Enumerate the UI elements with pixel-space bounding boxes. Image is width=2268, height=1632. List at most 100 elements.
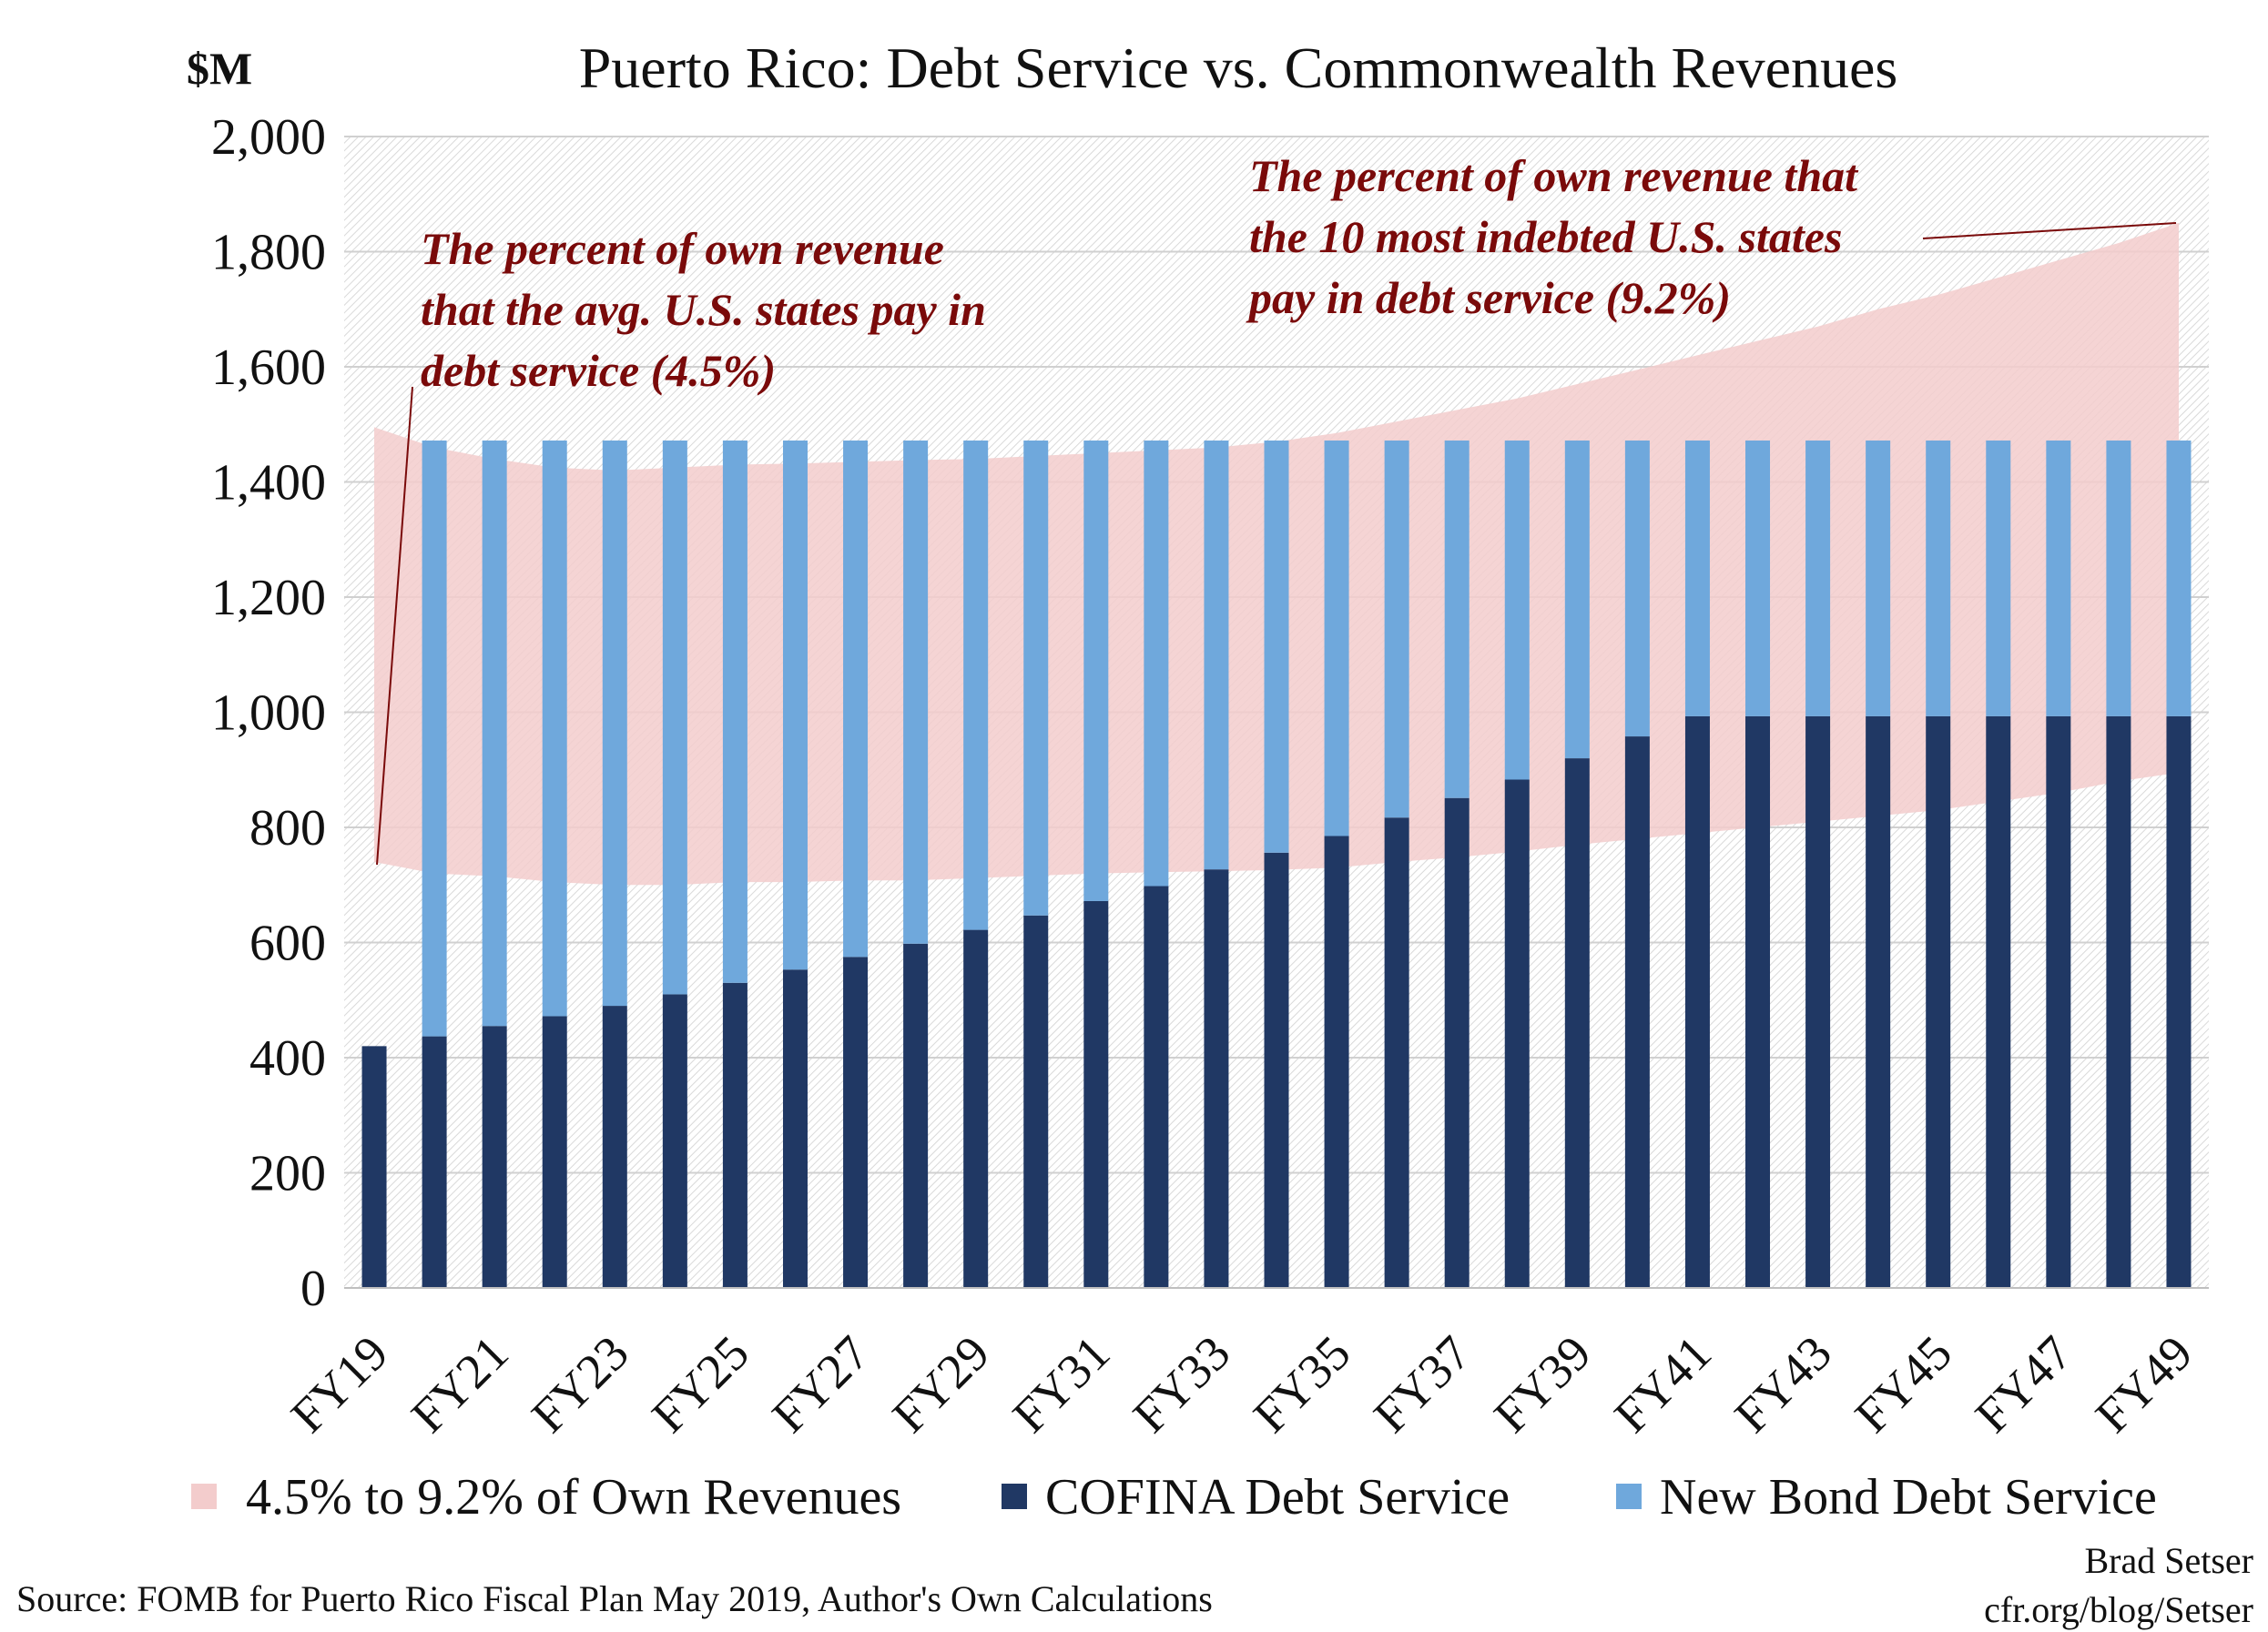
bar-new-bond-FY24: [662, 440, 687, 995]
annotation-leader-line-left: [376, 386, 413, 866]
x-tick-label: FY47: [1965, 1325, 2082, 1443]
bar-cofina-FY39: [1564, 758, 1590, 1288]
bar-new-bond-FY21: [482, 440, 507, 1027]
bar-cofina-FY42: [1745, 715, 1771, 1288]
bar-new-bond-FY26: [782, 440, 808, 970]
bar-cofina-FY49: [2166, 715, 2192, 1288]
bar-new-bond-FY42: [1745, 440, 1771, 716]
bar-new-bond-FY33: [1204, 440, 1229, 870]
bar-cofina-FY28: [903, 943, 929, 1288]
bar-new-bond-FY37: [1444, 440, 1470, 798]
bar-cofina-FY44: [1866, 715, 1891, 1288]
bar-cofina-FY19: [361, 1046, 387, 1288]
annotation-average-states: The percent of own revenue that the avg.…: [376, 223, 986, 866]
bar-new-bond-FY36: [1384, 440, 1409, 818]
bar-new-bond-FY48: [2106, 440, 2131, 716]
bar-cofina-FY37: [1444, 797, 1470, 1288]
annotation-left-line-3: debt service (4.5%): [421, 345, 776, 396]
bar-new-bond-FY23: [602, 440, 627, 1007]
y-tick-label: 2,000: [211, 109, 326, 166]
bar-cofina-FY29: [963, 929, 989, 1288]
bar-cofina-FY25: [722, 982, 748, 1288]
legend-label-cofina: COFINA Debt Service: [1045, 1469, 1510, 1526]
bars: [361, 440, 2192, 1288]
bar-cofina-FY45: [1926, 715, 1951, 1288]
bar-cofina-FY22: [542, 1016, 567, 1288]
bar-cofina-FY46: [1986, 715, 2011, 1288]
bar-cofina-FY26: [782, 969, 808, 1288]
x-tick-label: FY23: [521, 1325, 638, 1443]
y-tick-label: 1,800: [211, 225, 326, 281]
bar-cofina-FY30: [1023, 915, 1049, 1288]
legend: 4.5% to 9.2% of Own Revenues COFINA Debt…: [191, 1469, 2157, 1526]
bar-new-bond-FY29: [963, 440, 989, 930]
legend-label-band: 4.5% to 9.2% of Own Revenues: [246, 1469, 901, 1526]
x-tick-label: FY49: [2085, 1325, 2202, 1443]
y-tick-label: 400: [249, 1030, 326, 1087]
bar-new-bond-FY34: [1264, 440, 1289, 853]
bar-cofina-FY43: [1805, 715, 1831, 1288]
x-tick-label: FY19: [280, 1325, 398, 1443]
bar-cofina-FY23: [602, 1006, 627, 1288]
x-tick-label: FY21: [401, 1325, 518, 1443]
annotation-right-line-2: the 10 most indebted U.S. states: [1249, 211, 1842, 262]
bar-new-bond-FY44: [1866, 440, 1891, 716]
bar-new-bond-FY40: [1624, 440, 1650, 737]
x-tick-label: FY41: [1604, 1325, 1722, 1443]
bar-new-bond-FY43: [1805, 440, 1831, 716]
bar-cofina-FY40: [1624, 736, 1650, 1288]
bar-new-bond-FY27: [843, 440, 869, 958]
bar-cofina-FY31: [1083, 900, 1109, 1288]
x-tick-label: FY39: [1483, 1325, 1601, 1443]
x-tick-label: FY37: [1363, 1325, 1480, 1443]
bar-cofina-FY33: [1204, 869, 1229, 1288]
bar-cofina-FY21: [482, 1026, 507, 1288]
y-tick-labels: 0 200 400 600 800 1,000 1,200 1,400 1,600 1,800 2,…: [211, 109, 326, 1317]
bar-new-bond-FY35: [1324, 440, 1349, 836]
legend-swatch-band: [191, 1484, 217, 1509]
x-tick-label: FY43: [1724, 1325, 1842, 1443]
bar-new-bond-FY32: [1144, 440, 1169, 887]
y-tick-label: 1,200: [211, 570, 326, 626]
y-tick-label: 1,000: [211, 685, 326, 742]
bar-cofina-FY32: [1144, 886, 1169, 1288]
annotation-left-line-2: that the avg. U.S. states pay in: [421, 284, 986, 335]
bar-new-bond-FY25: [722, 440, 748, 983]
x-tick-labels: FY19 FY21 FY23 FY25 FY27 FY29 FY31 FY33 FY35 FY37…: [280, 1325, 2202, 1443]
legend-swatch-cofina: [1002, 1484, 1027, 1509]
x-tick-label: FY45: [1845, 1325, 1962, 1443]
bar-new-bond-FY49: [2166, 440, 2192, 716]
annotation-right-line-3: pay in debt service (9.2%): [1246, 272, 1731, 323]
bar-new-bond-FY38: [1504, 440, 1530, 780]
x-tick-label: FY33: [1123, 1325, 1240, 1443]
bar-new-bond-FY28: [903, 440, 929, 944]
x-tick-label: FY27: [762, 1325, 880, 1443]
bar-cofina-FY35: [1324, 836, 1349, 1288]
y-tick-label: 600: [249, 916, 326, 972]
bar-cofina-FY47: [2046, 715, 2071, 1288]
bar-new-bond-FY45: [1926, 440, 1951, 716]
bar-cofina-FY27: [843, 957, 869, 1288]
bar-new-bond-FY20: [422, 440, 447, 1037]
bar-cofina-FY34: [1264, 852, 1289, 1288]
credit-url: cfr.org/blog/Setser: [1984, 1589, 2253, 1630]
y-tick-label: 1,600: [211, 340, 326, 396]
y-tick-label: 200: [249, 1146, 326, 1202]
annotation-left-line-1: The percent of own revenue: [421, 223, 944, 274]
bar-new-bond-FY39: [1564, 440, 1590, 759]
x-tick-label: FY35: [1243, 1325, 1360, 1443]
annotation-right-line-1: The percent of own revenue that: [1249, 150, 1859, 201]
source-note: Source: FOMB for Puerto Rico Fiscal Plan…: [16, 1578, 1213, 1619]
y-tick-label: 800: [249, 800, 326, 857]
bar-new-bond-FY30: [1023, 440, 1049, 916]
chart-title: Puerto Rico: Debt Service vs. Commonweal…: [579, 35, 1898, 100]
bar-new-bond-FY46: [1986, 440, 2011, 716]
bar-cofina-FY41: [1684, 715, 1710, 1288]
legend-label-new-bond: New Bond Debt Service: [1660, 1469, 2157, 1526]
bar-cofina-FY36: [1384, 817, 1409, 1288]
bar-new-bond-FY31: [1083, 440, 1109, 901]
y-tick-label: 1,400: [211, 455, 326, 512]
unit-label: $M: [187, 43, 252, 94]
bar-cofina-FY20: [422, 1036, 447, 1288]
